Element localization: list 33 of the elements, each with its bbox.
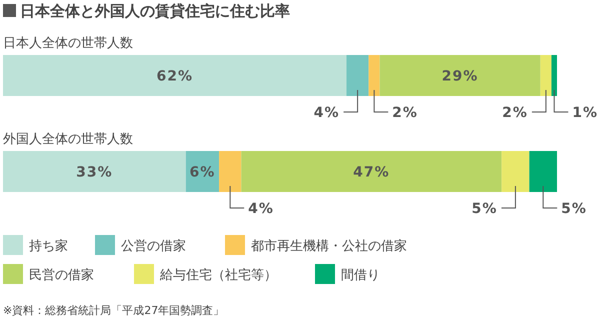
bar <box>219 151 242 192</box>
data-label: 62% <box>156 68 193 84</box>
bar <box>529 151 557 192</box>
data-label: 33% <box>76 164 113 180</box>
legend-label: 公営の借家 <box>121 238 186 254</box>
legend-label: 間借り <box>341 268 380 283</box>
data-label: 2% <box>502 105 528 121</box>
data-label: 47% <box>353 164 390 180</box>
bar <box>346 55 369 96</box>
legend-label: 給与住宅（社宅等） <box>159 267 277 283</box>
data-label: 29% <box>442 68 478 84</box>
data-label: 4% <box>248 201 274 217</box>
legend-label: 都市再生機構・公社の借家 <box>251 238 407 254</box>
bar <box>3 55 346 96</box>
text: 日本全体と外国人の賃貸住宅に住む比率 <box>20 2 290 20</box>
bar <box>551 55 557 96</box>
bar <box>380 55 540 96</box>
bar <box>241 151 502 192</box>
data-label: 1% <box>572 105 598 121</box>
data-label: 2% <box>392 105 418 121</box>
bar <box>3 151 186 192</box>
bar <box>368 55 380 96</box>
data-label: 5% <box>472 201 498 217</box>
text: ※資料：総務省統計局「平成27年国勢調査」 <box>3 304 224 317</box>
y-tick-label: 外国人全体の世帯人数 <box>3 132 133 147</box>
data-label: 5% <box>561 201 587 217</box>
legend-label: 民営の借家 <box>29 267 94 283</box>
data-label: 6% <box>190 164 216 180</box>
y-tick-label: 日本人全体の世帯人数 <box>3 36 133 51</box>
data-label: 4% <box>314 105 340 121</box>
bar <box>502 151 530 192</box>
legend-label: 持ち家 <box>29 238 68 254</box>
bar <box>540 55 552 96</box>
